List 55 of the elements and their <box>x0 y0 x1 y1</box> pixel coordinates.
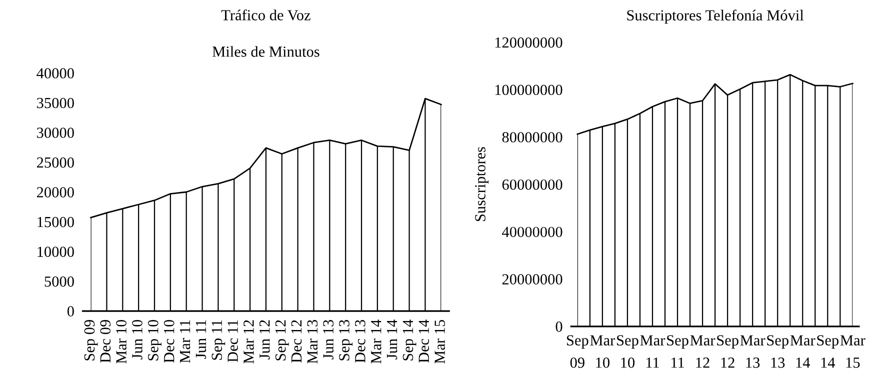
y-tick-label: 120000000 <box>495 37 562 48</box>
x-tick-label: Mar 10 <box>590 335 616 368</box>
y-tick-label: 0 <box>67 306 74 316</box>
y-tick-label: 20000000 <box>502 274 562 284</box>
x-tick-label: Mar 14 <box>790 335 816 368</box>
x-tick-label: Jun 12 <box>260 320 270 360</box>
x-tick-label: Dec 12 <box>291 320 302 363</box>
y-tick-label: 10000 <box>38 246 74 257</box>
x-tick-label: Mar 14 <box>371 320 382 364</box>
x-tick-label: Dec 13 <box>355 320 366 363</box>
x-tick-label: Sep 09 <box>566 335 588 368</box>
x-tick-label: Mar 12 <box>244 320 254 364</box>
x-tick-label: Mar 10 <box>116 320 126 364</box>
y-tick-label: 35000 <box>37 98 74 108</box>
chart-title: Suscriptores Telefonía Móvil <box>627 10 804 24</box>
x-tick-label: Mar 15 <box>840 335 866 368</box>
y-tick-label: 25000 <box>36 157 74 168</box>
y-tick-label: 0 <box>556 322 562 332</box>
x-tick-label: Sep 14 <box>402 320 416 360</box>
chart-title: Tráfico de Voz <box>221 9 310 20</box>
x-tick-label: Jun 10 <box>132 320 142 360</box>
x-tick-label: Sep 11 <box>667 335 688 368</box>
x-tick-label: Mar 11 <box>180 320 190 363</box>
x-tick-label: Dec 11 <box>228 320 238 362</box>
x-tick-label: Sep 12 <box>275 320 289 360</box>
x-tick-label: Sep 13 <box>339 320 353 360</box>
chart-subtitle: Miles de Minutos <box>212 46 320 57</box>
x-tick-label: Mar 15 <box>434 320 445 364</box>
y-tick-label: 5000 <box>44 276 74 287</box>
x-tick-label: Sep 13 <box>767 335 788 368</box>
y-tick-label: 20000 <box>36 187 74 198</box>
y-axis-title: Suscriptores <box>475 147 489 222</box>
x-tick-label: Jun 13 <box>323 320 334 360</box>
x-tick-label: Dec 14 <box>418 320 430 363</box>
x-tick-label: Dec 10 <box>164 320 174 363</box>
x-tick-label: Dec 09 <box>100 320 111 363</box>
x-tick-label: Jun 14 <box>386 320 398 360</box>
y-tick-label: 40000000 <box>502 226 562 238</box>
x-tick-label: Mar 12 <box>690 335 716 368</box>
y-tick-label: 40000 <box>36 68 74 78</box>
x-tick-label: Mar 13 <box>740 335 766 368</box>
y-tick-label: 80000000 <box>502 132 562 142</box>
x-tick-label: Sep 12 <box>717 335 738 368</box>
y-tick-label: 30000 <box>37 128 74 138</box>
x-tick-label: Mar 13 <box>307 320 318 364</box>
x-tick-label: Sep 10 <box>617 335 638 368</box>
x-tick-label: Sep 14 <box>817 335 839 368</box>
y-tick-label: 100000000 <box>495 84 562 96</box>
x-tick-label: Mar 11 <box>640 335 666 368</box>
y-tick-label: 60000000 <box>502 179 562 190</box>
y-tick-label: 15000 <box>38 216 74 228</box>
x-tick-label: Sep 09 <box>84 320 98 360</box>
x-tick-label: Jun 11 <box>196 320 206 359</box>
x-tick-label: Sep 11 <box>212 320 226 360</box>
x-tick-label: Sep 10 <box>148 320 162 360</box>
